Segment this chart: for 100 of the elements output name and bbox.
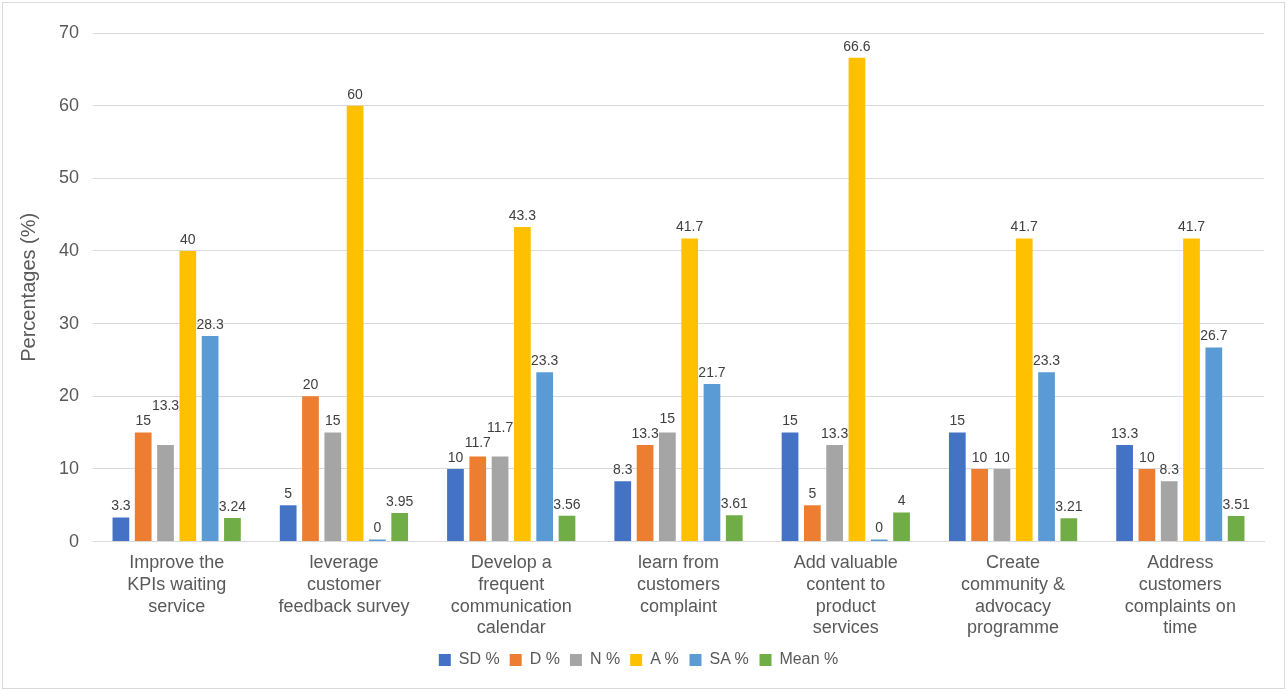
- data-label: 3.24: [218, 497, 247, 514]
- data-label: 13.3: [1110, 424, 1139, 441]
- data-label: 13.3: [821, 424, 849, 441]
- data-label: 5: [284, 485, 293, 502]
- data-label: 15: [782, 412, 799, 429]
- data-label: 8.3: [1159, 461, 1180, 478]
- legend-label: D %: [529, 650, 560, 668]
- data-label: 20: [302, 376, 319, 393]
- bar: [848, 57, 866, 542]
- bar: [1116, 444, 1133, 542]
- y-tick-label: 40: [58, 239, 80, 260]
- bar: [491, 456, 509, 542]
- bar: [1038, 372, 1055, 542]
- x-tick-label: Improve the KPIs waiting service: [127, 552, 227, 616]
- bar: [1160, 481, 1178, 542]
- data-label: 3.56: [553, 495, 581, 512]
- x-tick-label: leverage customer feedback survey: [278, 552, 410, 616]
- bar: [614, 481, 632, 542]
- y-tick-label: 50: [58, 167, 80, 188]
- bar: [781, 432, 799, 542]
- x-tick-label: Create community & advocacy programme: [961, 552, 1066, 638]
- bar: [201, 335, 219, 542]
- bar: [1205, 347, 1223, 542]
- y-tick-label: 0: [69, 530, 80, 551]
- x-tick-label: Add valuable content to product services: [793, 552, 898, 638]
- data-label: 3.3: [111, 497, 131, 514]
- y-tick-label: 20: [58, 385, 80, 406]
- bar: [1138, 468, 1156, 542]
- bar: [703, 383, 721, 542]
- bar: [993, 468, 1011, 542]
- data-label: 13.3: [151, 397, 180, 414]
- data-label: 15: [325, 412, 341, 429]
- data-label: 3.95: [386, 492, 414, 509]
- bar: [725, 515, 743, 542]
- bar: [324, 432, 342, 542]
- bar: [134, 432, 152, 542]
- bar: [803, 505, 821, 542]
- data-label: 41.7: [1010, 218, 1039, 235]
- x-tick-label: Develop a frequent communication calendar: [450, 552, 572, 638]
- data-label: 15: [659, 409, 676, 426]
- data-label: 66.6: [843, 37, 871, 54]
- y-tick-label: 30: [58, 312, 80, 333]
- bar: [893, 512, 910, 542]
- data-label: 10: [971, 448, 988, 465]
- bar: [636, 444, 654, 542]
- bar: [157, 444, 174, 542]
- bar: [1227, 516, 1245, 542]
- bar: [558, 515, 576, 542]
- data-label: 4: [897, 492, 906, 509]
- bar: [469, 456, 487, 542]
- bar: [447, 468, 464, 542]
- bar: [514, 227, 531, 542]
- data-label: 40: [180, 230, 196, 247]
- data-label: 11.7: [486, 418, 514, 435]
- bar: [279, 505, 297, 542]
- y-tick-label: 70: [58, 21, 80, 42]
- bar: [224, 518, 241, 542]
- bar: [658, 432, 676, 542]
- data-label: 41.7: [676, 218, 704, 235]
- legend-label: Mean %: [779, 650, 839, 668]
- bar: [1015, 238, 1033, 542]
- data-label: 5: [808, 485, 817, 502]
- x-tick-label: Address customers complaints on time: [1124, 552, 1236, 638]
- data-label: 3.61: [720, 495, 749, 512]
- data-label: 10: [447, 448, 464, 465]
- data-label: 23.3: [1032, 352, 1061, 369]
- bar: [112, 517, 130, 542]
- bar: [971, 468, 988, 542]
- legend-label: A %: [650, 650, 679, 668]
- data-label: 0: [373, 519, 382, 536]
- data-label: 11.7: [464, 433, 492, 450]
- data-label: 28.3: [196, 315, 224, 332]
- bar: [302, 396, 319, 542]
- bar: [346, 105, 364, 542]
- data-label: 15: [135, 412, 152, 429]
- data-label: 3.51: [1222, 495, 1250, 512]
- legend-label: N %: [589, 650, 621, 668]
- data-label: 15: [949, 412, 966, 429]
- legend-label: SA %: [709, 650, 749, 668]
- data-label: 26.7: [1200, 327, 1228, 344]
- data-label: 0: [875, 519, 884, 536]
- data-label: 13.3: [631, 424, 659, 441]
- bar: [536, 372, 554, 542]
- x-tick-label: learn from customers complaint: [637, 552, 721, 616]
- data-label: 3.21: [1055, 498, 1083, 515]
- y-axis-title: Percentages (%): [16, 212, 39, 362]
- bar: [391, 512, 409, 542]
- y-tick-label: 60: [58, 94, 80, 115]
- data-label: 43.3: [508, 206, 537, 223]
- bar: [1183, 238, 1200, 542]
- data-label: 41.7: [1177, 218, 1206, 235]
- data-label: 60: [347, 85, 364, 102]
- legend-label: SD %: [458, 650, 500, 668]
- data-label: 21.7: [698, 363, 726, 380]
- bar: [179, 250, 197, 542]
- bar: [948, 432, 966, 542]
- data-label: 10: [1139, 448, 1155, 465]
- bar: [1060, 518, 1078, 542]
- data-label: 10: [994, 448, 1010, 465]
- data-label: 8.3: [613, 461, 633, 478]
